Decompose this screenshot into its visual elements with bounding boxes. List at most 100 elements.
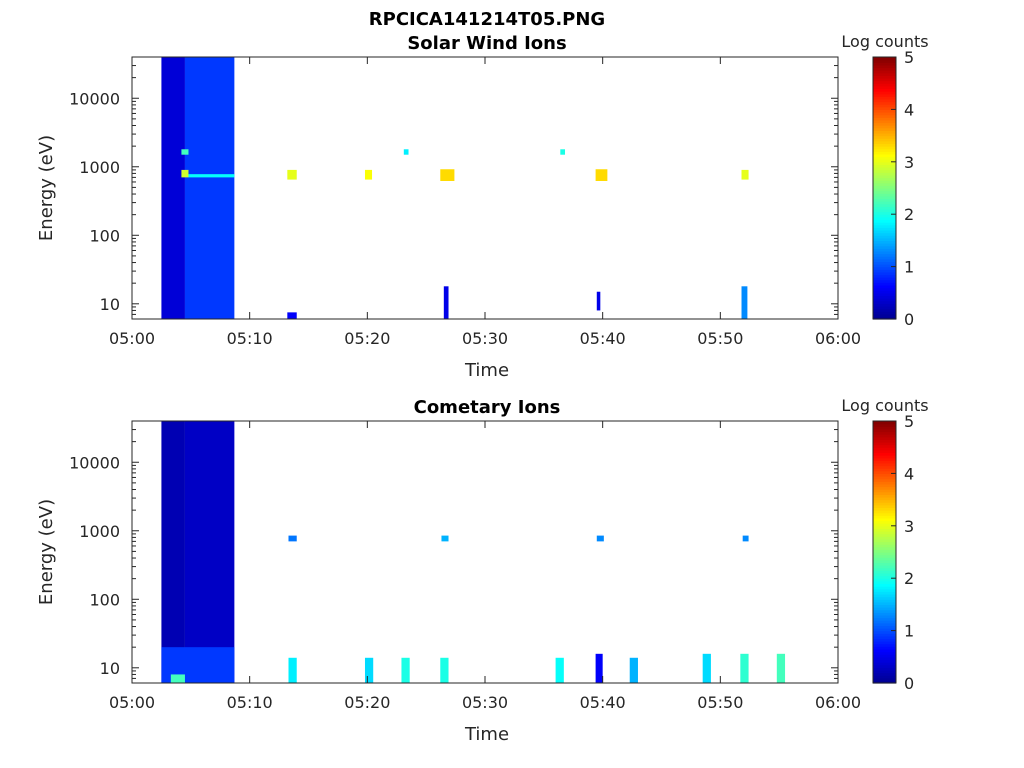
colorbar-segment [873,240,896,244]
colorbar-tick-label: 5 [904,48,914,67]
colorbar-segment [873,298,896,302]
colorbar-segment [873,130,896,134]
x-tick-label: 05:10 [227,693,273,712]
y-tick-label: 10000 [69,89,120,108]
colorbar-segment [873,638,896,642]
heatmap-cell [364,169,373,180]
colorbar-segment [873,274,896,278]
colorbar-segment [873,243,896,247]
colorbar-segment [873,510,896,514]
colorbar-segment [873,460,896,464]
colorbar-segment [873,630,896,634]
colorbar-segment [873,541,896,545]
colorbar-segment [873,198,896,202]
heatmap-cell [288,657,297,683]
colorbar-segment [873,633,896,637]
colorbar-segment [873,635,896,640]
colorbar-segment [873,146,896,150]
colorbar-segment [873,473,896,477]
colorbar-tick-label: 3 [904,153,914,172]
colorbar-segment [873,528,896,532]
heatmap-cell [181,149,189,155]
y-tick-label: 10 [100,659,120,678]
colorbar-segment [873,496,896,501]
colorbar-segment [873,622,896,626]
colorbar-frame [872,56,897,320]
heatmap-cell [364,657,374,683]
colorbar-segment [873,222,896,226]
colorbar-segment [873,237,896,241]
colorbar-segment [873,659,896,663]
colorbar-segment [873,502,896,506]
colorbar-segment [873,662,896,666]
colorbar-segment [873,552,896,556]
colorbar-segment [873,235,896,239]
colorbar-segment [873,148,896,152]
colorbar-segment [873,428,896,433]
colorbar-segment [873,188,896,192]
colorbar-segment [873,117,896,121]
colorbar-segment [873,470,896,474]
colorbar-segment [873,523,896,527]
y-tick-label: 100 [89,226,120,245]
colorbar-segment [873,512,896,516]
y-tick-label: 10 [100,295,120,314]
heatmap-cell [560,149,566,155]
x-tick-label: 05:20 [344,693,390,712]
colorbar-segment [873,104,896,108]
colorbar-segment [873,625,896,629]
x-tick-label: 05:10 [227,329,273,348]
colorbar-segment [873,305,896,310]
colorbar-segment [873,151,896,155]
heatmap-cell [184,421,235,683]
heatmap-cell [629,657,638,683]
colorbar-segment [873,421,896,425]
colorbar-segment [873,91,896,95]
colorbar-label: Log counts [841,32,928,51]
colorbar-segment [873,494,896,498]
colorbar-segment [873,468,896,472]
colorbar-segment [873,161,896,166]
colorbar-segment [873,250,896,255]
colorbar-segment [873,62,896,66]
colorbar-segment [873,572,896,577]
figure-title: RPCICA141214T05.PNG [369,9,605,30]
colorbar-segment [873,64,896,69]
heatmap-cell [596,535,604,542]
colorbar-segment [873,499,896,503]
colorbar-segment [873,290,896,294]
colorbar-tick-label: 2 [904,205,914,224]
colorbar-segment [873,491,896,495]
colorbar-segment [873,520,896,524]
panel-solar-wind-ions: Solar Wind Ions 05:00 05:10 05:20 05:30 05:4… [36,32,929,381]
colorbar-segment [873,648,896,653]
colorbar-segment [873,300,896,304]
colorbar-tick-label: 5 [904,412,914,431]
colorbar-segment [873,596,896,600]
colorbar-segment [873,669,896,674]
heatmap-cell [170,674,185,683]
colorbar-segment [873,167,896,171]
colorbar-segment [873,601,896,605]
colorbar-segment [873,177,896,181]
colorbar-segment [873,59,896,63]
colorbar-segment [873,436,896,440]
y-axis-label: Energy (eV) [36,135,57,241]
colorbar-segment [873,489,896,493]
colorbar-segment [873,447,896,451]
y-tick-label: 1000 [79,522,120,541]
colorbar-segment [873,308,896,312]
y-tick-label: 10000 [69,453,120,472]
colorbar-segment [873,604,896,608]
colorbar-segment [873,538,896,543]
colorbar-segment [873,208,896,213]
colorbar-segment [873,557,896,561]
heatmap-cell [702,653,711,683]
colorbar-segment [873,75,896,79]
heatmap-cell [776,653,786,683]
colorbar-segment [873,174,896,179]
colorbar-segment [873,164,896,168]
colorbar-segment [873,70,896,74]
colorbar-segment [873,567,896,571]
